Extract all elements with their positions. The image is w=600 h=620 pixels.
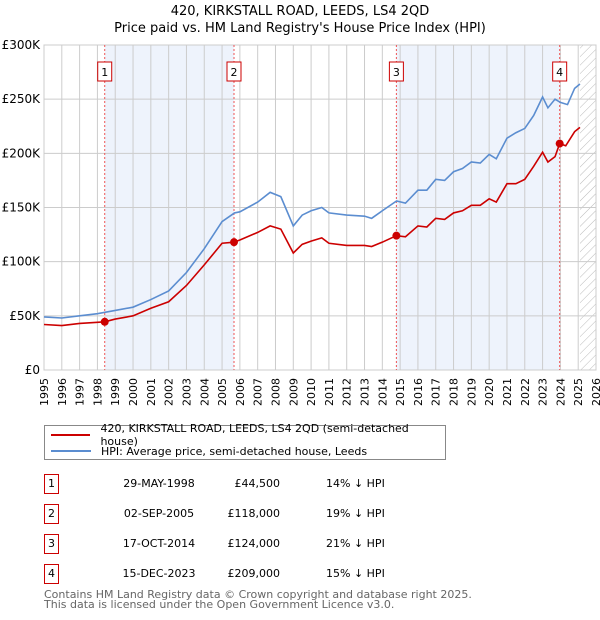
x-tick-label: 2008 <box>269 378 282 406</box>
x-tick-label: 2006 <box>234 378 247 406</box>
x-tick-label: 2015 <box>394 378 407 406</box>
x-tick-label: 2001 <box>145 378 158 406</box>
chart-subtitle: Price paid vs. HM Land Registry's House … <box>114 21 486 36</box>
sale-point <box>229 238 238 247</box>
transaction-row: 4 15-DEC-2023 £209,000 15% ↓ HPI <box>44 564 444 584</box>
x-tick-label: 1998 <box>91 378 104 406</box>
legend-swatch-blue <box>51 450 91 452</box>
sale-label: 3 <box>393 66 400 79</box>
property-price-line <box>43 126 581 327</box>
x-tick-label: 2016 <box>412 378 425 406</box>
x-tick-label: 2002 <box>163 378 176 406</box>
x-tick-label: 2018 <box>448 378 461 406</box>
sale-label-box <box>226 61 242 82</box>
x-tick-label: 1996 <box>56 378 69 406</box>
legend-label-hpi: HPI: Average price, semi-detached house,… <box>101 444 368 458</box>
x-tick-label: 2017 <box>430 378 443 406</box>
sale-number-badge: 2 <box>44 504 59 524</box>
y-tick-label: £250K <box>2 92 42 106</box>
x-tick-label: 2011 <box>323 378 336 406</box>
y-tick-label: £300K <box>2 38 42 52</box>
x-tick-label: 2003 <box>180 378 193 406</box>
legend-item-hpi: HPI: Average price, semi-detached house,… <box>51 444 367 458</box>
x-tick-label: 2007 <box>252 378 265 406</box>
x-tick-label: 2020 <box>483 378 496 406</box>
x-tick-label: 2010 <box>305 378 318 406</box>
hpi-line <box>43 83 581 319</box>
x-tick-label: 2000 <box>127 378 140 406</box>
y-tick-label: £50K <box>9 309 41 323</box>
x-tick-label: 1999 <box>109 378 122 406</box>
legend-label-property: 420, KIRKSTALL ROAD, LEEDS, LS4 2QD (sem… <box>100 422 409 448</box>
x-tick-label: 2009 <box>287 378 300 406</box>
y-tick-label: £0 <box>25 363 40 377</box>
sale-hpi-diff: 21% ↓ HPI <box>326 537 385 550</box>
sale-number-badge: 1 <box>44 474 59 494</box>
sale-label: 1 <box>101 66 108 79</box>
sale-point <box>392 231 401 240</box>
x-tick-label: 2004 <box>198 378 211 406</box>
sale-price: £124,000 <box>227 537 281 550</box>
price-chart: 1995 1996 1997 1998 1999 2000 2001 2002 2003 2004… <box>2 38 600 406</box>
y-tick-label: £150K <box>2 201 42 215</box>
sale-label-box <box>552 61 568 82</box>
x-tick-label: 2005 <box>216 378 229 406</box>
sale-hpi-diff: 15% ↓ HPI <box>326 567 385 580</box>
sale-point <box>555 139 564 148</box>
sale-label-box <box>97 61 113 82</box>
y-tick-label: £200K <box>2 146 42 160</box>
x-tick-label: 2025 <box>572 378 585 406</box>
sale-label-box <box>388 61 404 82</box>
sale-price: £209,000 <box>227 567 281 580</box>
sale-hpi-diff: 19% ↓ HPI <box>326 507 385 520</box>
footer-licence: This data is licensed under the Open Gov… <box>44 598 395 611</box>
chart-title: 420, KIRKSTALL ROAD, LEEDS, LS4 2QD <box>170 4 430 19</box>
x-tick-label: 2012 <box>341 378 354 406</box>
x-tick-label: 1995 <box>38 378 51 406</box>
sale-date: 17-OCT-2014 <box>122 537 196 550</box>
sale-date: 15-DEC-2023 <box>122 567 196 580</box>
sale-point <box>100 317 109 326</box>
sale-label: 2 <box>230 66 237 79</box>
sale-label: 4 <box>556 66 563 79</box>
sale-hpi-diff: 14% ↓ HPI <box>326 477 385 490</box>
y-tick-label: £100K <box>2 255 42 269</box>
legend-item-property: 420, KIRKSTALL ROAD, LEEDS, LS4 2QD (sem… <box>51 422 445 448</box>
legend: 420, KIRKSTALL ROAD, LEEDS, LS4 2QD (sem… <box>44 422 446 460</box>
footer-copyright: Contains HM Land Registry data © Crown c… <box>44 588 472 601</box>
x-tick-label: 2022 <box>519 378 532 406</box>
sale-date: 29-MAY-1998 <box>123 477 195 490</box>
legend-swatch-red <box>51 434 91 436</box>
x-tick-label: 2021 <box>501 378 514 406</box>
x-tick-label: 2024 <box>554 378 567 406</box>
sale-number-badge: 4 <box>44 564 59 584</box>
plot-border <box>43 44 597 371</box>
x-tick-label: 1997 <box>74 378 87 406</box>
transaction-row: 2 02-SEP-2005 £118,000 19% ↓ HPI <box>44 504 444 524</box>
x-tick-label: 2019 <box>465 378 478 406</box>
x-tick-label: 2026 <box>590 378 600 406</box>
x-tick-label: 2023 <box>537 378 550 406</box>
sale-price: £118,000 <box>227 507 281 520</box>
sale-number-badge: 3 <box>44 534 59 554</box>
transaction-row: 1 29-MAY-1998 £44,500 14% ↓ HPI <box>44 474 444 494</box>
sale-price: £44,500 <box>234 477 281 490</box>
transaction-row: 3 17-OCT-2014 £124,000 21% ↓ HPI <box>44 534 444 554</box>
x-tick-label: 2014 <box>376 378 389 406</box>
sale-date: 02-SEP-2005 <box>123 507 195 520</box>
x-tick-label: 2013 <box>359 378 372 406</box>
